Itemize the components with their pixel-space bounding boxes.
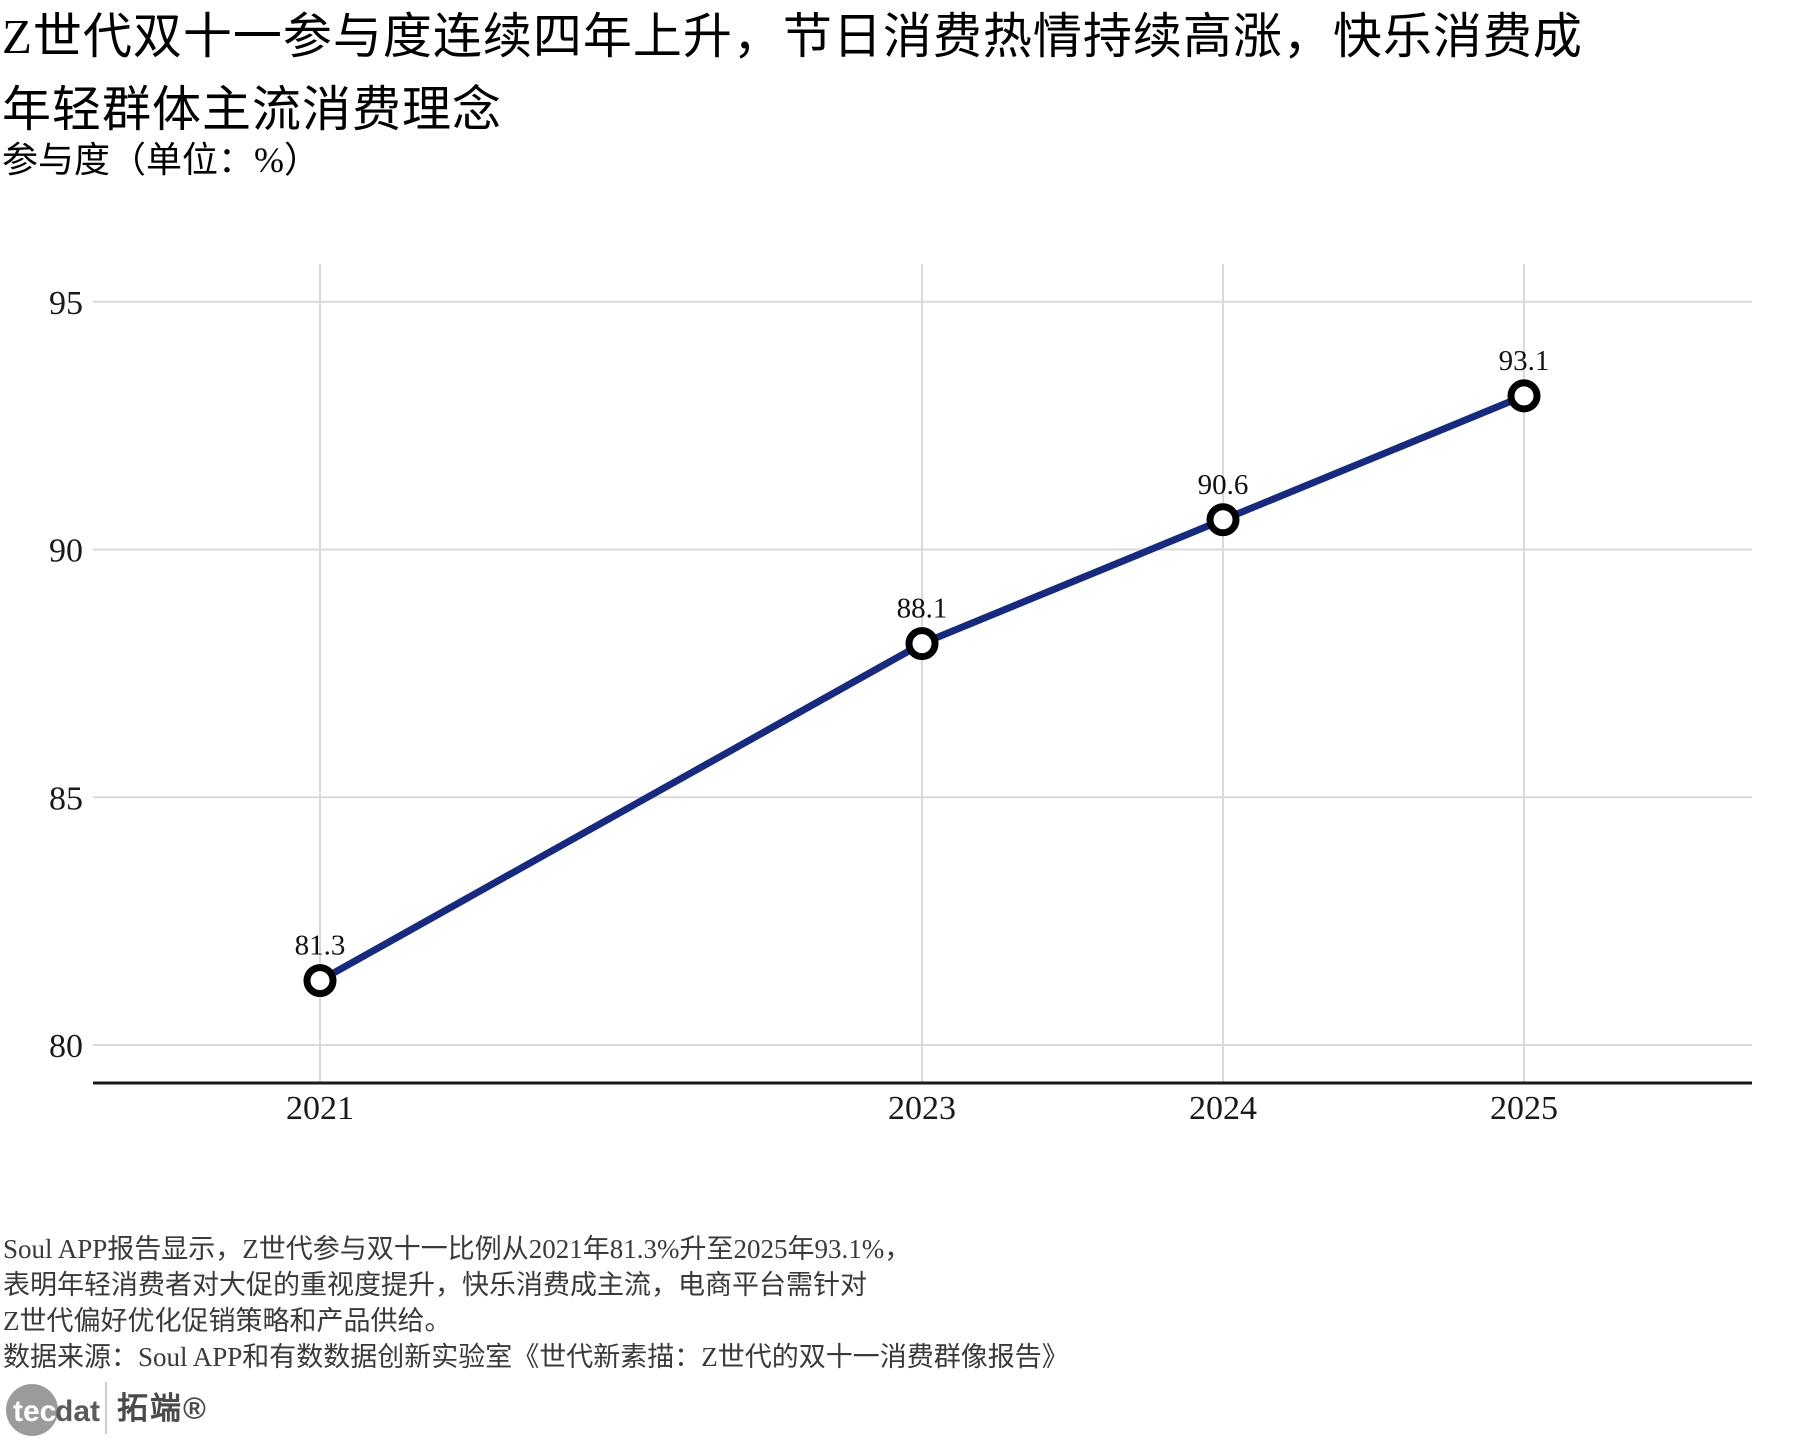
footnote: Soul APP报告显示，Z世代参与双十一比例从2021年81.3%升至2025… bbox=[3, 1231, 1069, 1375]
y-tick-label: 95 bbox=[49, 285, 83, 322]
chart-title-line-1: Z世代双十一参与度连续四年上升，节日消费热情持续高涨，快乐消费成 bbox=[2, 9, 1583, 64]
x-tick-label: 2024 bbox=[1189, 1090, 1257, 1127]
x-tick-label: 2025 bbox=[1490, 1090, 1558, 1127]
y-tick-label: 85 bbox=[49, 780, 83, 817]
point-label: 81.3 bbox=[295, 930, 346, 962]
logo-circle-icon bbox=[6, 1384, 58, 1436]
x-grid: 2021 2023 2024 2025 bbox=[286, 264, 1558, 1127]
chart-title-line-2: 年轻群体主流消费理念 bbox=[2, 82, 503, 137]
footnote-line: 表明年轻消费者对大促的重视度提升，快乐消费成主流，电商平台需针对 bbox=[3, 1270, 867, 1300]
y-axis-unit-label: 参与度（单位：%） bbox=[2, 140, 320, 180]
tecdat-logo: tec dat 拓端® bbox=[0, 1378, 320, 1440]
footnote-line: Soul APP报告显示，Z世代参与双十一比例从2021年81.3%升至2025… bbox=[3, 1234, 912, 1264]
data-points: 81.3 88.1 90.6 93.1 bbox=[295, 345, 1550, 998]
point-marker bbox=[303, 964, 337, 998]
line-series bbox=[316, 392, 1528, 985]
y-tick-label: 80 bbox=[49, 1028, 83, 1065]
point-marker bbox=[1507, 379, 1541, 413]
y-tick-label: 90 bbox=[49, 533, 83, 570]
chart-canvas: 95 90 85 80 2021 2023 2024 2025 81.3 88.1 90.6 93.1 bbox=[49, 264, 1752, 1127]
logo-text-tec: tec bbox=[13, 1395, 57, 1428]
point-label: 88.1 bbox=[897, 593, 948, 625]
line-chart: 95 90 85 80 2021 2023 2024 2025 81.3 88.1 90.6 93.1 bbox=[0, 230, 1800, 1140]
x-tick-label: 2023 bbox=[888, 1090, 956, 1127]
logo-divider bbox=[105, 1382, 107, 1434]
footnote-line: Z世代偏好优化促销策略和产品供给。 bbox=[3, 1306, 452, 1336]
logo-text-dat: dat bbox=[55, 1395, 100, 1428]
chart-title: Z世代双十一参与度连续四年上升，节日消费热情持续高涨，快乐消费成 年轻群体主流消… bbox=[2, 0, 1583, 146]
point-marker bbox=[905, 627, 939, 661]
point-marker bbox=[1206, 503, 1240, 537]
point-label: 90.6 bbox=[1198, 469, 1249, 501]
x-tick-label: 2021 bbox=[286, 1090, 354, 1127]
logo-text-cn: 拓端® bbox=[117, 1391, 208, 1426]
point-label: 93.1 bbox=[1499, 345, 1550, 377]
footnote-line: 数据来源：Soul APP和有数数据创新实验室《世代新素描：Z世代的双十一消费群… bbox=[3, 1342, 1069, 1372]
